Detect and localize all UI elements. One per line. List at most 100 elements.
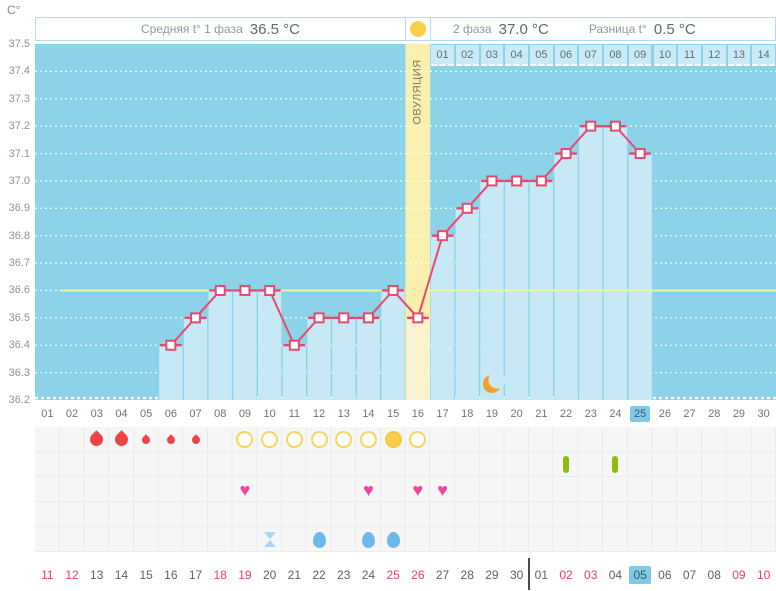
cycle-day-cell[interactable]: 23	[578, 400, 603, 427]
cycle-day-cell[interactable]: 15	[381, 400, 406, 427]
cycle-day-cell[interactable]: 11	[282, 400, 307, 427]
cycle-day-cell[interactable]: 25	[628, 400, 653, 427]
temperature-marker[interactable]	[511, 175, 523, 187]
cycle-day-cell[interactable]: 28	[702, 400, 727, 427]
calendar-date-cell[interactable]: 01	[528, 558, 554, 591]
menstruation-heavy-icon[interactable]	[109, 427, 134, 452]
menstruation-light-icon[interactable]	[159, 427, 184, 452]
ovulation-test-positive-icon[interactable]	[381, 427, 406, 452]
temperature-marker[interactable]	[486, 175, 498, 187]
cycle-day-cell[interactable]: 17	[430, 400, 455, 427]
cycle-day-cell[interactable]: 04	[109, 400, 134, 427]
calendar-date-cell[interactable]: 21	[282, 558, 307, 591]
calendar-date-cell[interactable]: 10	[751, 558, 776, 591]
temperature-marker[interactable]	[313, 312, 325, 324]
cycle-day-cell[interactable]: 09	[233, 400, 258, 427]
heart-icon[interactable]: ♥	[239, 479, 251, 500]
cycle-day-cell[interactable]: 24	[603, 400, 628, 427]
cycle-day-cell[interactable]: 08	[208, 400, 233, 427]
calendar-date-cell[interactable]: 23	[331, 558, 356, 591]
temperature-marker[interactable]	[239, 284, 251, 296]
calendar-date-cell[interactable]: 02	[554, 558, 579, 591]
cycle-day-cell[interactable]: 30	[751, 400, 776, 427]
temperature-marker[interactable]	[585, 120, 597, 132]
calendar-date-cell[interactable]: 07	[677, 558, 702, 591]
cycle-day-cell[interactable]: 16	[406, 400, 431, 427]
calendar-date-cell[interactable]: 20	[257, 558, 282, 591]
ovulation-test-negative-icon[interactable]	[282, 427, 307, 452]
pill-icon[interactable]	[603, 452, 628, 477]
temperature-marker[interactable]	[338, 312, 350, 324]
cycle-day-cell[interactable]: 02	[60, 400, 85, 427]
calendar-date-cell[interactable]: 18	[208, 558, 233, 591]
cycle-day-cell[interactable]: 06	[159, 400, 184, 427]
cycle-day-cell[interactable]: 20	[504, 400, 529, 427]
calendar-date-cell[interactable]: 09	[727, 558, 752, 591]
temperature-marker[interactable]	[387, 284, 399, 296]
calendar-date-cell[interactable]: 24	[356, 558, 381, 591]
cycle-day-cell[interactable]: 13	[331, 400, 356, 427]
ovulation-test-negative-icon[interactable]	[257, 427, 282, 452]
temperature-marker[interactable]	[461, 202, 473, 214]
calendar-date-cell[interactable]: 14	[109, 558, 134, 591]
ovulation-test-negative-icon[interactable]	[307, 427, 332, 452]
calendar-date-cell[interactable]: 15	[134, 558, 159, 591]
cycle-day-cell[interactable]: 10	[257, 400, 282, 427]
temperature-marker[interactable]	[634, 148, 646, 160]
heart-icon[interactable]: ♥	[363, 479, 374, 500]
cycle-day-cell[interactable]: 03	[84, 400, 109, 427]
temperature-marker[interactable]	[609, 120, 621, 132]
pill-icon[interactable]	[554, 452, 579, 477]
calendar-date-cell[interactable]: 29	[480, 558, 505, 591]
calendar-date-cell[interactable]: 13	[84, 558, 109, 591]
ovulation-test-negative-icon[interactable]	[233, 427, 258, 452]
temperature-marker[interactable]	[535, 175, 547, 187]
temperature-marker[interactable]	[560, 148, 572, 160]
calendar-date-cell[interactable]: 26	[406, 558, 431, 591]
calendar-date-cell[interactable]: 05	[628, 558, 653, 591]
calendar-date-cell[interactable]: 16	[159, 558, 184, 591]
cycle-day-cell[interactable]: 07	[183, 400, 208, 427]
menstruation-light-icon[interactable]	[183, 427, 208, 452]
calendar-date-cell[interactable]: 08	[702, 558, 727, 591]
temperature-marker[interactable]	[214, 284, 226, 296]
calendar-date-cell[interactable]: 19	[233, 558, 258, 591]
cycle-day-cell[interactable]: 18	[455, 400, 480, 427]
cycle-day-cell[interactable]: 14	[356, 400, 381, 427]
cycle-day-cell[interactable]: 01	[35, 400, 60, 427]
menstruation-heavy-icon[interactable]	[84, 427, 109, 452]
ovum-icon[interactable]	[381, 527, 406, 552]
calendar-date-cell[interactable]: 17	[183, 558, 208, 591]
calendar-date-cell[interactable]: 30	[504, 558, 529, 591]
heart-icon[interactable]: ♥	[412, 479, 424, 500]
ovulation-test-negative-icon[interactable]	[406, 427, 431, 452]
ovum-icon[interactable]	[307, 527, 332, 552]
calendar-date-cell[interactable]: 06	[653, 558, 678, 591]
ovulation-test-negative-icon[interactable]	[331, 427, 356, 452]
temperature-marker[interactable]	[288, 339, 300, 351]
cycle-day-cell[interactable]: 29	[727, 400, 752, 427]
cycle-day-cell[interactable]: 22	[554, 400, 579, 427]
cycle-day-cell[interactable]: 19	[480, 400, 505, 427]
hourglass-icon[interactable]	[257, 527, 282, 552]
ovulation-test-negative-icon[interactable]	[356, 427, 381, 452]
temperature-marker[interactable]	[190, 312, 202, 324]
calendar-date-cell[interactable]: 11	[35, 558, 60, 591]
temperature-marker[interactable]	[362, 312, 374, 324]
cycle-day-cell[interactable]: 26	[653, 400, 678, 427]
cycle-day-cell[interactable]: 21	[529, 400, 554, 427]
cycle-day-cell[interactable]: 12	[307, 400, 332, 427]
ovum-icon[interactable]	[356, 527, 381, 552]
calendar-date-cell[interactable]: 25	[381, 558, 406, 591]
menstruation-light-icon[interactable]	[134, 427, 159, 452]
temperature-marker[interactable]	[264, 284, 276, 296]
calendar-date-cell[interactable]: 27	[430, 558, 455, 591]
calendar-date-cell[interactable]: 04	[603, 558, 628, 591]
cycle-day-cell[interactable]: 27	[677, 400, 702, 427]
calendar-date-cell[interactable]: 12	[60, 558, 85, 591]
calendar-date-cell[interactable]: 22	[307, 558, 332, 591]
cycle-day-cell[interactable]: 05	[134, 400, 159, 427]
temperature-marker[interactable]	[165, 339, 177, 351]
heart-icon[interactable]: ♥	[437, 479, 448, 500]
calendar-date-cell[interactable]: 03	[578, 558, 603, 591]
